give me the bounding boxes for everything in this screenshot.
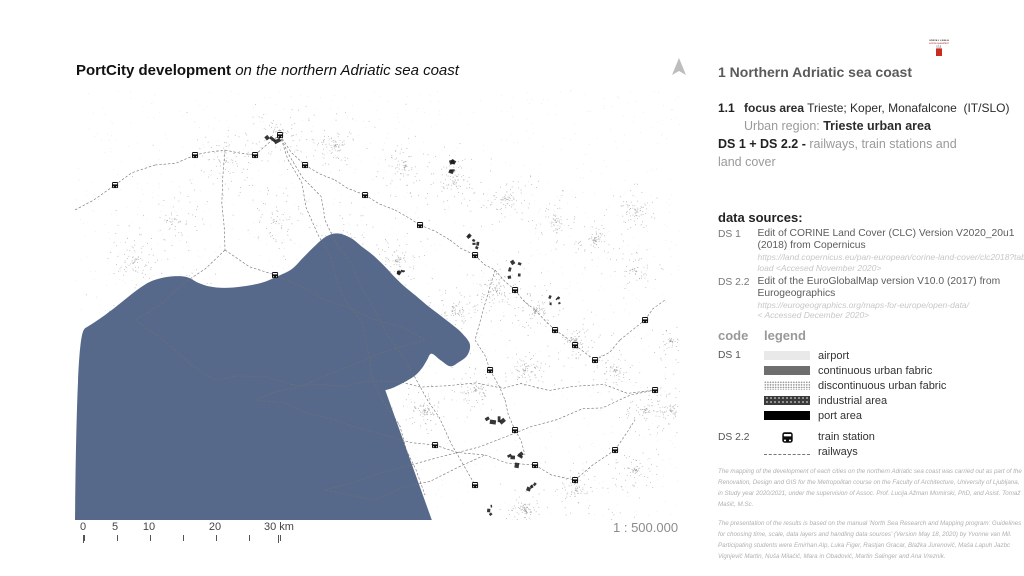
- svg-text:UNIVERZA V LJUBLJANI: UNIVERZA V LJUBLJANI: [929, 39, 949, 42]
- svg-text:FAKULTETA ZA ARHITEKTURO: FAKULTETA ZA ARHITEKTURO: [929, 42, 949, 45]
